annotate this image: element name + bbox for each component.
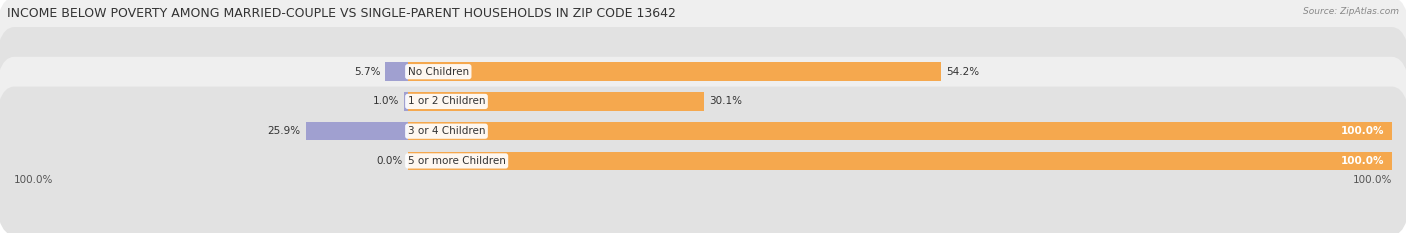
FancyBboxPatch shape bbox=[0, 57, 1406, 206]
Text: 25.9%: 25.9% bbox=[267, 126, 301, 136]
Bar bbox=[404, 92, 408, 111]
Text: 3 or 4 Children: 3 or 4 Children bbox=[408, 126, 485, 136]
Bar bbox=[408, 62, 941, 81]
Text: 0.0%: 0.0% bbox=[377, 156, 404, 166]
Legend: Married Couples, Single Parents: Married Couples, Single Parents bbox=[599, 231, 807, 233]
FancyBboxPatch shape bbox=[0, 86, 1406, 233]
Text: 5 or more Children: 5 or more Children bbox=[408, 156, 506, 166]
Text: 1 or 2 Children: 1 or 2 Children bbox=[408, 96, 485, 106]
Text: 100.0%: 100.0% bbox=[1340, 156, 1384, 166]
Text: 1.0%: 1.0% bbox=[373, 96, 399, 106]
Text: No Children: No Children bbox=[408, 67, 468, 77]
Text: 100.0%: 100.0% bbox=[14, 175, 53, 185]
Bar bbox=[408, 122, 1392, 140]
Bar bbox=[408, 92, 704, 111]
Text: 30.1%: 30.1% bbox=[709, 96, 742, 106]
Bar bbox=[385, 62, 408, 81]
Text: 100.0%: 100.0% bbox=[1340, 126, 1384, 136]
Text: 54.2%: 54.2% bbox=[946, 67, 979, 77]
Bar bbox=[305, 122, 408, 140]
FancyBboxPatch shape bbox=[0, 27, 1406, 176]
FancyBboxPatch shape bbox=[0, 0, 1406, 146]
Text: Source: ZipAtlas.com: Source: ZipAtlas.com bbox=[1303, 7, 1399, 16]
Text: INCOME BELOW POVERTY AMONG MARRIED-COUPLE VS SINGLE-PARENT HOUSEHOLDS IN ZIP COD: INCOME BELOW POVERTY AMONG MARRIED-COUPL… bbox=[7, 7, 676, 20]
Bar bbox=[408, 152, 1392, 170]
Text: 5.7%: 5.7% bbox=[354, 67, 381, 77]
Text: 100.0%: 100.0% bbox=[1353, 175, 1392, 185]
